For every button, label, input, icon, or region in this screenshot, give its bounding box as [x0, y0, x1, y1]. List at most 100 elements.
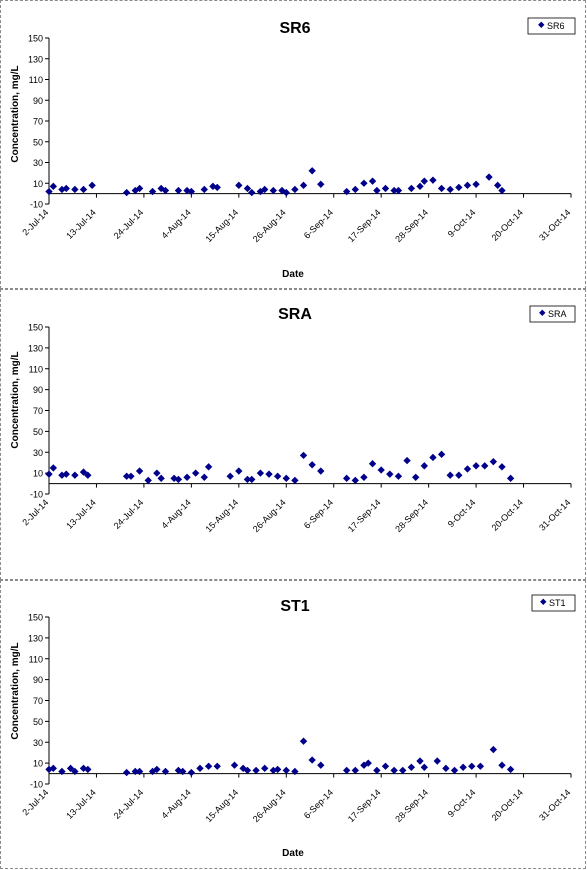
plot-area: -10 10 30 50 70 90 110 130 150 2-Jul-14 13-Jul-14 2… — [20, 34, 572, 245]
data-point — [62, 470, 70, 478]
data-point — [394, 186, 403, 195]
data-point — [200, 473, 208, 481]
data-point — [308, 756, 316, 764]
y-tick-label: 50 — [33, 717, 43, 727]
data-point — [183, 473, 191, 481]
data-point — [506, 765, 515, 774]
data-point — [252, 766, 260, 775]
data-point — [455, 183, 463, 192]
legend-box — [527, 17, 576, 35]
x-tick-label: 13-Jul-14 — [64, 207, 98, 241]
x-tick-label: 13-Jul-14 — [64, 497, 98, 531]
data-point — [135, 467, 144, 475]
x-tick-label: 17-Sep-14 — [346, 207, 383, 244]
x-tick-label: 6-Sep-14 — [302, 787, 335, 820]
y-tick-label: -10 — [30, 780, 43, 790]
y-tick-label: 70 — [33, 117, 43, 127]
y-tick-label: -10 — [30, 200, 43, 210]
data-point — [127, 472, 135, 480]
data-point — [243, 766, 252, 775]
data-point — [381, 762, 390, 770]
y-tick-label: 90 — [33, 675, 43, 685]
chart-title: SR6 — [279, 20, 310, 37]
x-tick-label: 2-Jul-14 — [20, 497, 50, 527]
data-point — [58, 767, 66, 776]
data-point — [261, 185, 269, 194]
x-tick-label: 17-Sep-14 — [346, 787, 383, 824]
data-point — [506, 474, 515, 483]
x-tick-label: 2-Jul-14 — [20, 787, 50, 817]
legend-label: ST1 — [549, 598, 566, 608]
x-tick-label: 15-Aug-14 — [203, 207, 240, 244]
data-point — [299, 737, 308, 745]
data-point — [342, 474, 351, 483]
data-point — [282, 766, 290, 775]
legend-label: SRA — [548, 309, 567, 319]
data-point — [446, 185, 454, 194]
y-tick-label: 150 — [28, 323, 43, 333]
data-point — [131, 767, 139, 776]
y-tick-label: 110 — [29, 654, 43, 664]
data-point — [403, 456, 411, 465]
legend-marker — [539, 309, 546, 316]
data-point — [204, 762, 213, 770]
data-point — [476, 762, 485, 770]
data-point — [342, 187, 351, 196]
y-tick-label: 30 — [33, 158, 43, 168]
y-tick-label: 130 — [28, 633, 43, 643]
data-point — [248, 475, 256, 484]
data-point — [437, 450, 446, 459]
x-tick-label: 26-Aug-14 — [251, 787, 288, 824]
data-point — [299, 181, 308, 190]
legend: SRA — [529, 305, 576, 323]
x-tick-label: 28-Sep-14 — [393, 787, 430, 824]
x-tick-label: 6-Sep-14 — [302, 207, 335, 240]
x-tick-label: 20-Oct-14 — [490, 497, 525, 532]
x-tick-label: 31-Oct-14 — [537, 207, 572, 242]
data-point — [282, 474, 290, 483]
x-tick-label: 26-Aug-14 — [251, 207, 288, 244]
plot-area: -10 10 30 50 70 90 110 130 150 2-Jul-14 13-Jul-14 2… — [20, 613, 572, 825]
data-point — [360, 179, 368, 187]
data-point — [420, 763, 428, 771]
data-point — [455, 471, 463, 479]
data-point — [446, 471, 454, 479]
y-tick-label: 30 — [33, 738, 43, 748]
data-point — [71, 471, 79, 479]
data-point — [450, 766, 459, 775]
x-tick-label: 31-Oct-14 — [537, 497, 572, 532]
y-tick-label: 30 — [33, 448, 43, 458]
data-point — [226, 472, 234, 480]
data-point — [399, 766, 407, 775]
data-point — [161, 767, 170, 776]
data-point — [135, 767, 144, 776]
x-tick-label: 9-Oct-14 — [446, 787, 478, 819]
y-axis-label: Concentration, mg/L — [10, 65, 21, 162]
data-point — [429, 176, 437, 184]
data-point — [157, 474, 165, 483]
x-tick-label: 4-Aug-14 — [160, 497, 193, 530]
y-tick-label: 70 — [33, 696, 43, 706]
data-point — [317, 180, 325, 188]
x-tick-label: 4-Aug-14 — [160, 787, 193, 820]
x-tick-label: 17-Sep-14 — [346, 497, 383, 534]
legend-box — [531, 594, 576, 612]
x-tick-label: 15-Aug-14 — [203, 497, 240, 534]
data-point — [71, 185, 79, 194]
data-point — [153, 469, 161, 477]
x-tick-label: 28-Sep-14 — [393, 207, 430, 244]
data-point — [49, 464, 57, 472]
x-tick-label: 15-Aug-14 — [203, 787, 240, 824]
data-point — [45, 470, 53, 478]
data-point — [493, 181, 502, 190]
data-point — [187, 768, 196, 777]
data-point — [386, 470, 394, 478]
y-tick-label: -10 — [30, 490, 43, 500]
x-tick-label: 24-Jul-14 — [112, 207, 146, 241]
y-tick-label: 90 — [33, 385, 43, 395]
chart-panel-st1: ST1 Concentration, mg/L Date ST1 -10 10 30… — [0, 580, 586, 869]
y-axis-label: Concentration, mg/L — [10, 351, 21, 448]
data-point — [463, 181, 472, 190]
data-point — [394, 472, 403, 480]
data-point — [235, 181, 243, 190]
